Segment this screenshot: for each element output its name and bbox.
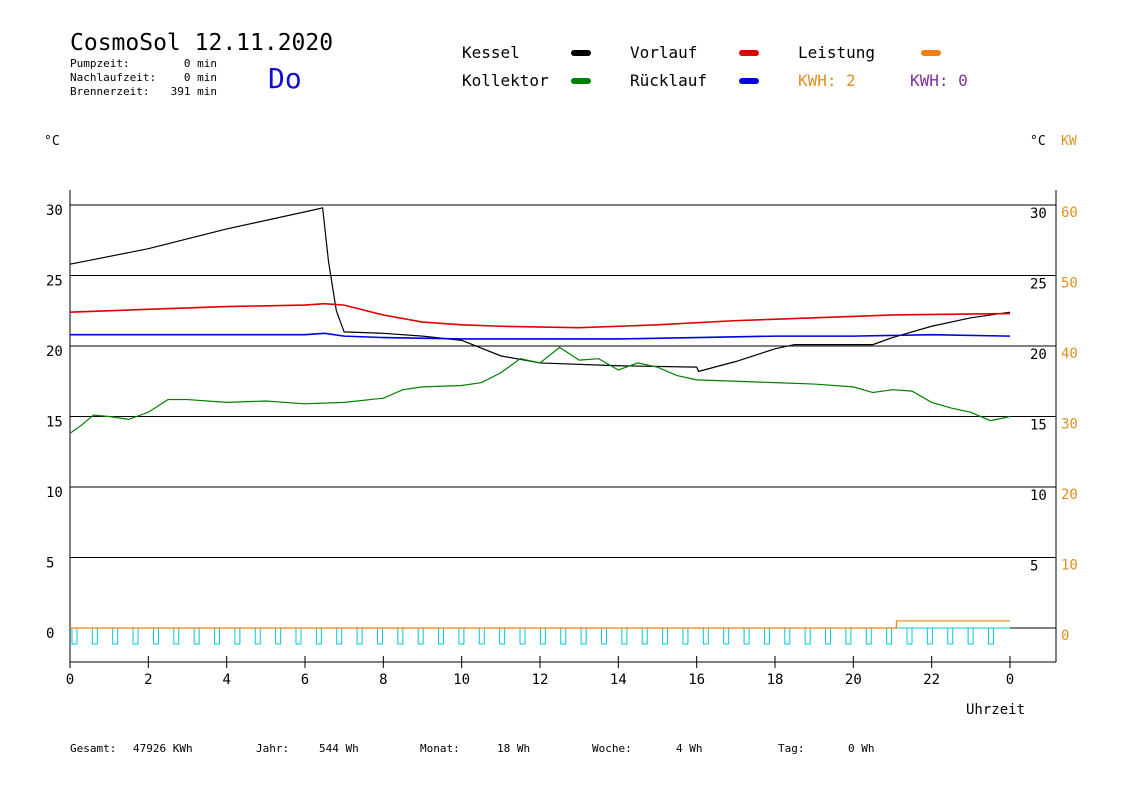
series-line-kollektor: [69, 346, 1011, 434]
legend-swatch-kollektor: [571, 78, 591, 84]
stat-value-nachlaufzeit: 0 min: [183, 71, 217, 84]
footer-value-jahr: 544 Wh: [319, 742, 359, 755]
y-left-tick-label: 25: [46, 274, 63, 290]
stat-label-nachlaufzeit: Nachlaufzeit:: [70, 71, 157, 84]
footer-value-monat: 18 Wh: [497, 742, 531, 755]
x-tick-label: 4: [222, 672, 230, 688]
x-tick-label: 2: [144, 672, 152, 688]
y-right-c-tick-label: 20: [1030, 347, 1047, 363]
x-tick-label: 12: [532, 672, 549, 688]
legend-swatch-leistung: [921, 50, 941, 56]
pump-status-trace: [71, 628, 994, 645]
stat-value-brennerzeit: 391 min: [170, 85, 217, 98]
y-left-tick-label: 30: [46, 203, 63, 219]
y-right-c-tick-label: 5: [1030, 559, 1038, 575]
x-tick-label: 22: [923, 672, 940, 688]
x-tick-label: 6: [301, 672, 309, 688]
footer-label-woche: Woche:: [592, 742, 632, 755]
y-right-c-tick-label: 15: [1030, 418, 1047, 434]
y-left-tick-label: 5: [46, 556, 54, 572]
legend-swatch-kessel: [571, 50, 591, 56]
series-line-vorlauf: [69, 302, 1011, 329]
stat-label-brennerzeit: Brennerzeit:: [70, 85, 150, 98]
y-right-kw-tick-label: 50: [1061, 276, 1078, 292]
footer-value-gesamt: 47926 KWh: [133, 742, 193, 755]
footer-label-tag: Tag:: [778, 742, 805, 755]
y-left-tick-label: 20: [46, 344, 63, 360]
series-line-kessel: [69, 207, 1011, 373]
page-title: CosmoSol 12.11.2020: [70, 30, 334, 56]
weekday-label: Do: [268, 62, 302, 95]
y-right-kw-tick-label: 0: [1061, 628, 1069, 644]
y-right-kw-tick-label: 20: [1061, 487, 1078, 503]
y-left-tick-label: 15: [46, 415, 63, 431]
y-right-kw-tick-label: 60: [1061, 205, 1078, 221]
footer-label-jahr: Jahr:: [256, 742, 290, 755]
legend-swatch-ruecklauf: [739, 78, 759, 84]
right-axis-unit-c: °C: [1030, 134, 1046, 149]
legend-label-leistung: Leistung: [798, 43, 876, 62]
legend-kwh-1: KWH: 2: [798, 71, 856, 90]
series-line-ruecklauf: [70, 332, 1011, 340]
y-right-c-tick-label: 25: [1030, 277, 1047, 293]
x-tick-label: 20: [845, 672, 862, 688]
legend-swatch-vorlauf: [739, 50, 759, 56]
y-right-c-tick-label: 10: [1030, 488, 1047, 504]
y-right-kw-tick-label: 10: [1061, 558, 1078, 574]
x-axis-label: Uhrzeit: [966, 702, 1026, 718]
right-axis-unit-kw: KW: [1061, 134, 1077, 149]
legend-label-kessel: Kessel: [462, 43, 520, 62]
x-tick-label: 16: [688, 672, 705, 688]
x-tick-label: 0: [66, 672, 74, 688]
footer-label-monat: Monat:: [420, 742, 460, 755]
x-tick-label: 14: [610, 672, 627, 688]
y-right-kw-tick-label: 30: [1061, 417, 1078, 433]
series-line-leistung: [70, 620, 1010, 629]
footer-label-gesamt: Gesamt:: [70, 742, 117, 755]
x-tick-label: 18: [767, 672, 784, 688]
x-tick-label: 10: [453, 672, 470, 688]
y-left-tick-label: 0: [46, 626, 54, 642]
legend-label-kollektor: Kollektor: [462, 71, 549, 90]
legend-kwh-2: KWH: 0: [910, 71, 968, 90]
legend-label-ruecklauf: Rücklauf: [630, 71, 708, 90]
legend-label-vorlauf: Vorlauf: [630, 43, 698, 62]
stat-label-pumpzeit: Pumpzeit:: [70, 57, 130, 70]
left-axis-unit: °C: [44, 134, 60, 149]
x-tick-label: 0: [1006, 672, 1014, 688]
x-tick-label: 8: [379, 672, 387, 688]
y-right-c-tick-label: 30: [1030, 206, 1047, 222]
footer-value-woche: 4 Wh: [676, 742, 703, 755]
stat-value-pumpzeit: 0 min: [183, 57, 217, 70]
y-right-kw-tick-label: 40: [1061, 346, 1078, 362]
y-left-tick-label: 10: [46, 485, 63, 501]
footer-value-tag: 0 Wh: [848, 742, 875, 755]
